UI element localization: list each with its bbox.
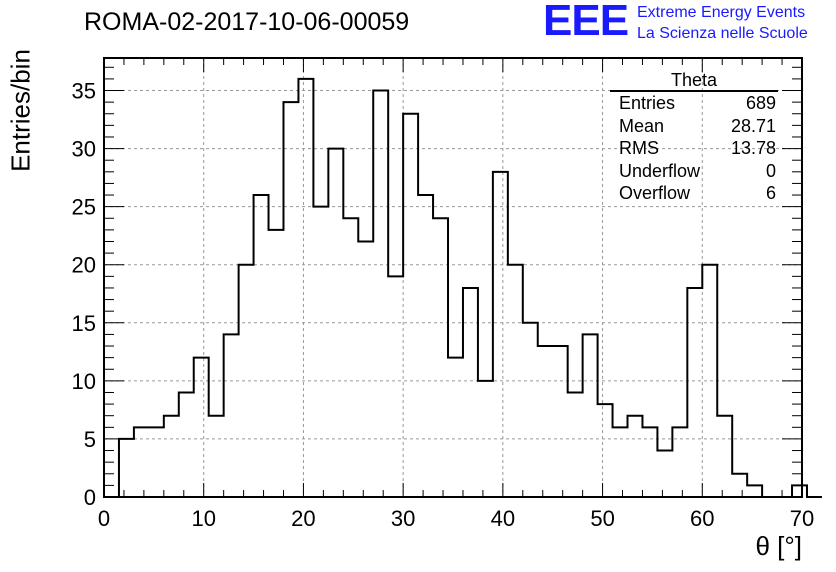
x-axis-label: θ [°] <box>755 531 802 561</box>
stats-label: Underflow <box>619 160 701 181</box>
stats-label: RMS <box>619 138 659 158</box>
x-tick-label: 10 <box>191 506 215 531</box>
x-tick-label: 50 <box>590 506 614 531</box>
y-tick-label: 15 <box>72 311 96 336</box>
stats-row: Entries 689 <box>610 92 778 115</box>
stats-value: 6 <box>765 183 776 203</box>
plot-frame <box>103 57 803 498</box>
stats-row: Overflow 6 <box>610 182 778 205</box>
stats-row: Mean 28.71 <box>610 115 778 138</box>
x-tick-label: 40 <box>491 506 515 531</box>
histogram-series <box>104 77 822 498</box>
stats-label: Mean <box>619 115 665 136</box>
y-tick-label: 10 <box>72 369 96 394</box>
y-tick-label: 20 <box>72 253 96 278</box>
y-axis-label: Entries/bin <box>5 49 36 172</box>
stats-box: Theta Entries 689 Mean 28.71 RMS 13.78 Unde… <box>610 70 778 205</box>
logo-line-2: La Scienza nelle Scuole <box>637 25 808 42</box>
x-tick-label: 30 <box>391 506 415 531</box>
chart-title: ROMA-02-2017-10-06-00059 <box>84 8 410 36</box>
x-tick-label: 60 <box>690 506 714 531</box>
stats-title: Theta <box>610 70 778 92</box>
stats-value: 0 <box>765 160 776 181</box>
stats-label: Entries <box>619 93 676 113</box>
y-tick-label: 5 <box>84 427 96 452</box>
y-tick-label: 0 <box>84 485 96 510</box>
stats-value: 28.71 <box>730 115 776 136</box>
stats-label: Overflow <box>619 183 691 203</box>
x-tick-label: 20 <box>291 506 315 531</box>
x-tick-label: 70 <box>790 506 814 531</box>
y-tick-label: 30 <box>72 137 96 162</box>
y-tick-label: 25 <box>72 195 96 220</box>
logo-line-1: Extreme Energy Events <box>637 4 806 21</box>
stats-row: Underflow 0 <box>610 160 778 183</box>
stats-value: 689 <box>745 93 776 113</box>
stats-value: 13.78 <box>730 138 776 158</box>
eee-logo: EEE <box>543 0 629 45</box>
stats-row: RMS 13.78 <box>610 137 778 160</box>
axis-ticks <box>103 58 803 498</box>
x-tick-label: 0 <box>98 506 110 531</box>
y-tick-label: 35 <box>72 79 96 104</box>
